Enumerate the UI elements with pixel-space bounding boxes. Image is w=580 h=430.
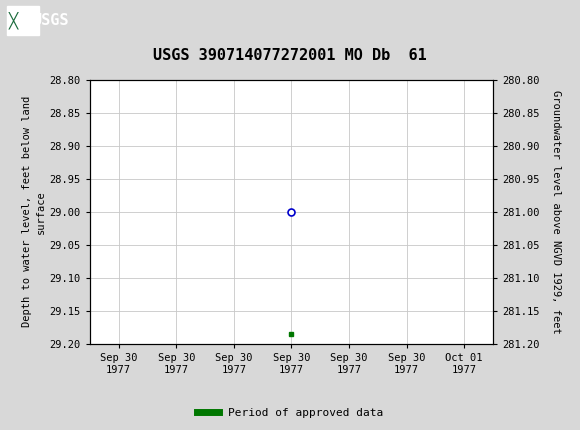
FancyBboxPatch shape <box>7 6 39 35</box>
Text: USGS 390714077272001 MO Db  61: USGS 390714077272001 MO Db 61 <box>153 49 427 63</box>
Y-axis label: Depth to water level, feet below land
surface: Depth to water level, feet below land su… <box>22 96 45 327</box>
Legend: Period of approved data: Period of approved data <box>193 403 387 422</box>
Y-axis label: Groundwater level above NGVD 1929, feet: Groundwater level above NGVD 1929, feet <box>550 90 561 334</box>
Text: ╳: ╳ <box>9 12 18 29</box>
Text: USGS: USGS <box>32 13 68 28</box>
